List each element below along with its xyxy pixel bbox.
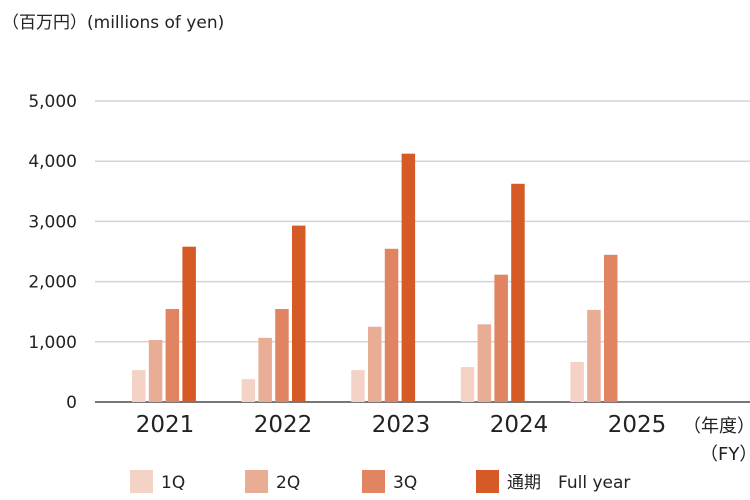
y-tick-label: 4,000 [28, 152, 77, 172]
bar-2021-fullyear [182, 246, 196, 402]
legend-label: 通期 Full year [507, 473, 630, 493]
bar-2024-2q [477, 324, 492, 402]
legend-swatch [245, 470, 268, 493]
x-tick-label: 2024 [490, 412, 549, 438]
bar-2025-2q [587, 309, 601, 402]
x-unit-label-jp: （年度） [683, 416, 750, 437]
bar-2024-1q [460, 367, 475, 402]
bar-2023-3q [384, 248, 399, 402]
y-tick-label: 1,000 [28, 333, 77, 353]
bar-2022-2q [258, 337, 272, 402]
x-tick-label: 2023 [372, 412, 431, 438]
y-tick-label: 0 [66, 393, 77, 413]
y-unit-label: （百万円）(millions of yen) [2, 13, 225, 33]
bar-2024-3q [494, 274, 508, 402]
bar-2021-1q [132, 370, 146, 402]
legend-swatch [476, 470, 499, 493]
x-tick-label: 2022 [254, 412, 313, 438]
legend-label: 2Q [276, 473, 300, 493]
bar-2022-1q [241, 379, 256, 402]
legend-swatch [362, 470, 385, 493]
bar-2024-fullyear [511, 183, 525, 402]
bar-2025-3q [604, 254, 618, 402]
x-unit-label-en: （FY） [700, 444, 750, 465]
x-tick-label: 2021 [136, 412, 195, 438]
y-tick-label: 3,000 [28, 212, 77, 232]
legend-label: 1Q [161, 473, 185, 493]
bar-2023-1q [351, 370, 365, 402]
bar-2023-fullyear [401, 153, 416, 402]
legend-label: 3Q [393, 473, 417, 493]
bar-2021-2q [148, 339, 163, 402]
bar-2025-1q [570, 361, 584, 402]
x-tick-label: 2025 [608, 412, 667, 438]
bar-2021-3q [165, 308, 180, 402]
bar-2022-fullyear [292, 225, 306, 402]
y-tick-label: 5,000 [28, 92, 77, 112]
legend-swatch [130, 470, 153, 493]
y-tick-label: 2,000 [28, 273, 77, 293]
bar-2023-2q [368, 326, 382, 402]
bar-2022-3q [275, 308, 289, 402]
